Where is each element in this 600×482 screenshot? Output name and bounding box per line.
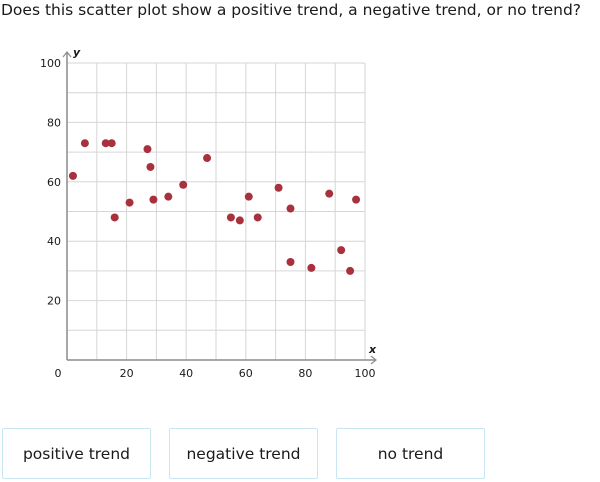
y-tick-label: 100 xyxy=(40,57,61,70)
data-point xyxy=(107,139,116,148)
x-axis-arrow-icon xyxy=(370,355,377,365)
choice-positive-trend[interactable]: positive trend xyxy=(2,428,151,479)
data-point xyxy=(80,139,89,148)
data-point xyxy=(226,213,235,222)
data-point xyxy=(179,180,188,189)
data-point xyxy=(286,257,295,266)
y-axis-arrow-icon xyxy=(62,51,72,58)
x-axis-label: x xyxy=(368,343,377,356)
x-tick-label: 0 xyxy=(55,367,62,380)
data-point xyxy=(325,189,334,198)
y-tick-label: 80 xyxy=(47,116,61,129)
data-point xyxy=(164,192,173,201)
y-axis-label: y xyxy=(73,46,81,59)
data-point xyxy=(110,213,119,222)
y-tick-label: 60 xyxy=(47,176,61,189)
tick-labels: 0 20 40 60 80 100 20 40 60 80 100 xyxy=(40,57,376,380)
x-tick-label: 80 xyxy=(298,367,312,380)
x-tick-label: 40 xyxy=(179,367,193,380)
data-points xyxy=(68,139,361,275)
data-point xyxy=(244,192,253,201)
data-point xyxy=(101,139,110,148)
data-point xyxy=(307,263,316,272)
data-point xyxy=(203,154,212,163)
y-tick-label: 20 xyxy=(47,295,61,308)
plot-grid xyxy=(67,62,366,360)
data-point xyxy=(346,266,355,275)
y-tick-label: 40 xyxy=(47,235,61,248)
data-point xyxy=(352,195,361,204)
plot-axes xyxy=(62,51,377,365)
x-tick-label: 60 xyxy=(239,367,253,380)
data-point xyxy=(286,204,295,213)
choice-no-trend[interactable]: no trend xyxy=(336,428,485,479)
data-point xyxy=(337,246,346,255)
data-point xyxy=(68,171,77,180)
data-point xyxy=(149,195,158,204)
x-tick-label: 100 xyxy=(355,367,376,380)
question-text: Does this scatter plot show a positive t… xyxy=(1,1,582,19)
data-point xyxy=(235,216,244,225)
data-point xyxy=(125,198,134,207)
x-tick-label: 20 xyxy=(120,367,134,380)
data-point xyxy=(143,145,152,154)
data-point xyxy=(146,162,155,171)
choice-negative-trend[interactable]: negative trend xyxy=(169,428,318,479)
scatter-plot: 0 20 40 60 80 100 20 40 60 80 100 y x xyxy=(40,46,377,380)
data-point xyxy=(253,213,262,222)
data-point xyxy=(274,183,283,192)
